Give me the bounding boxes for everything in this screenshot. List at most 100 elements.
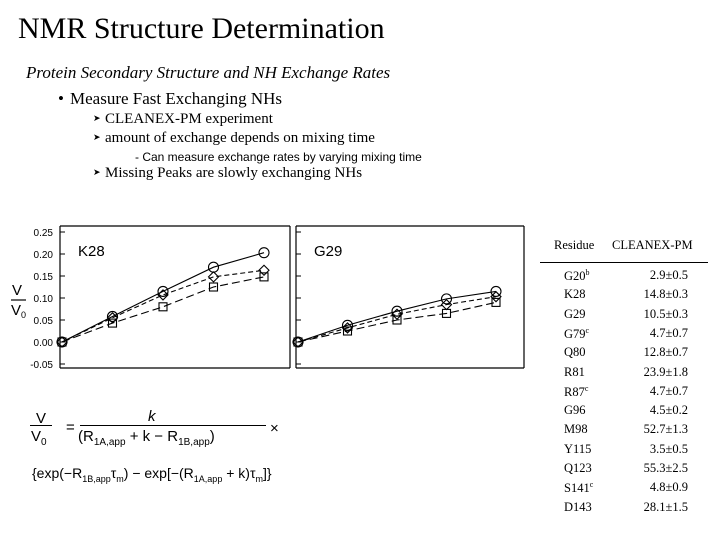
y-axis-label-sub: 0	[21, 310, 26, 320]
line2-sub: m	[255, 473, 263, 484]
square-point	[441, 308, 452, 318]
circle-point	[440, 293, 453, 305]
slide-title: NMR Structure Determination	[18, 12, 385, 45]
square-point	[107, 318, 118, 328]
lhs-den-text: V	[31, 428, 42, 445]
rate-cell: 55.3±2.5	[643, 461, 688, 475]
square-point	[342, 326, 353, 336]
y-tick-label: 0.05	[34, 316, 54, 327]
residue-cell: K28	[564, 287, 586, 302]
formula-lhs-denominator: V0	[31, 428, 47, 448]
rate-cell: 2.9±0.5	[649, 268, 688, 282]
diamond-point	[157, 289, 169, 301]
residue-cell: G79c	[564, 325, 590, 342]
subbullet-2: ➤ amount of exchange depends on mixing ti…	[93, 130, 375, 147]
panel-label: K28	[78, 243, 105, 260]
series-line	[61, 269, 265, 343]
subbullet-text: CLEANEX-PM experiment	[105, 111, 273, 127]
square-point	[158, 302, 168, 312]
fraction-bar	[80, 425, 266, 426]
y-tick-label: 0.20	[34, 250, 54, 261]
table-header-rule	[540, 262, 708, 263]
circle-point	[341, 319, 354, 331]
residue-cell: R87c	[564, 383, 589, 399]
y-tick-label: 0.00	[34, 338, 54, 349]
rate-cell: 28.1±1.5	[643, 499, 688, 514]
subbullet-3: ➤ Missing Peaks are slowly exchanging NHs	[93, 165, 362, 182]
slide-subtitle: Protein Secondary Structure and NH Excha…	[26, 63, 391, 82]
series-line	[297, 290, 497, 343]
den-part: )	[209, 428, 215, 445]
residue-footnote: c	[589, 480, 594, 490]
diamond-point	[207, 271, 220, 283]
y-axis-label-denominator: V	[11, 302, 21, 319]
line2-sub: m	[116, 473, 124, 484]
residue-footnote: c	[585, 325, 590, 335]
residue-cell: R81	[564, 364, 585, 379]
lhs-den-sub: 0	[41, 437, 47, 448]
residue-cell: Q80	[564, 345, 586, 360]
circle-point	[258, 247, 270, 259]
rate-cell: 10.5±0.3	[643, 306, 688, 321]
y-axis-label-numerator: V	[12, 282, 22, 299]
arrow-bullet-icon: ➤	[93, 132, 101, 142]
line2-part: {exp(−R	[32, 465, 83, 481]
subbullet-text: amount of exchange depends on mixing tim…	[105, 130, 375, 146]
subbullet-text: Missing Peaks are slowly exchanging NHs	[105, 165, 363, 181]
square-point	[57, 337, 67, 347]
arrow-bullet-icon: ➤	[93, 167, 101, 177]
line2-part: τ	[110, 465, 117, 481]
square-point	[293, 337, 303, 347]
residue-cell: Y115	[564, 441, 592, 456]
diamond-point	[292, 336, 304, 348]
circle-point	[106, 310, 119, 323]
rate-cell: 12.8±0.7	[643, 345, 688, 360]
y-tick-label: 0.15	[34, 272, 54, 283]
panel-label: G29	[314, 243, 342, 260]
square-point	[259, 272, 269, 282]
residue-cell: Q123	[564, 461, 592, 475]
den-sub: 1A,app	[93, 437, 126, 448]
diamond-point	[391, 308, 403, 321]
rate-cell: 3.5±0.5	[649, 441, 688, 456]
rate-cell: 4.7±0.7	[649, 325, 688, 340]
den-sub: 1B,app	[178, 437, 210, 448]
residue-footnote: b	[585, 268, 590, 277]
residue-cell: D143	[564, 499, 592, 514]
diamond-point	[258, 264, 270, 277]
square-point	[491, 297, 501, 307]
square-point	[208, 282, 219, 292]
formula-numerator-k: k	[148, 408, 156, 425]
line2-part: ]}	[262, 465, 272, 481]
y-tick-label: 0.10	[34, 294, 54, 305]
formula-times: ×	[270, 420, 279, 437]
square-point	[392, 315, 402, 325]
formula-denominator: (R1A,app + k − R1B,app)	[78, 428, 215, 448]
rate-cell: 52.7±1.3	[643, 422, 688, 437]
bullet-dot: •	[58, 89, 64, 108]
table-header-residue: Residue	[554, 238, 595, 252]
series-line	[61, 252, 265, 343]
line2-sub: 1B,app	[82, 473, 111, 484]
den-part: + k − R	[125, 428, 179, 445]
y-tick-label: 0.25	[34, 228, 54, 239]
line2-part: + k)τ	[222, 465, 256, 481]
fraction-bar	[30, 425, 52, 426]
residue-cell: S141c	[564, 480, 594, 496]
residue-cell: M98	[564, 422, 588, 437]
rate-cell: 4.7±0.7	[649, 383, 688, 398]
diamond-point	[490, 290, 502, 303]
subsub-bullet: - Can measure exchange rates by varying …	[135, 150, 422, 164]
main-bullet: • Measure Fast Exchanging NHs	[58, 89, 282, 109]
formula-equals: =	[66, 419, 75, 436]
main-bullet-text: Measure Fast Exchanging NHs	[70, 89, 282, 108]
y-tick-label: -0.05	[30, 360, 53, 371]
circle-point	[490, 285, 502, 297]
line2-sub: 1A,app	[193, 473, 223, 484]
residue-footnote: c	[584, 383, 589, 393]
rate-cell: 4.8±0.9	[649, 480, 688, 495]
circle-point	[157, 285, 169, 297]
diamond-point	[341, 322, 354, 334]
residue-cell: G20b	[564, 268, 590, 284]
